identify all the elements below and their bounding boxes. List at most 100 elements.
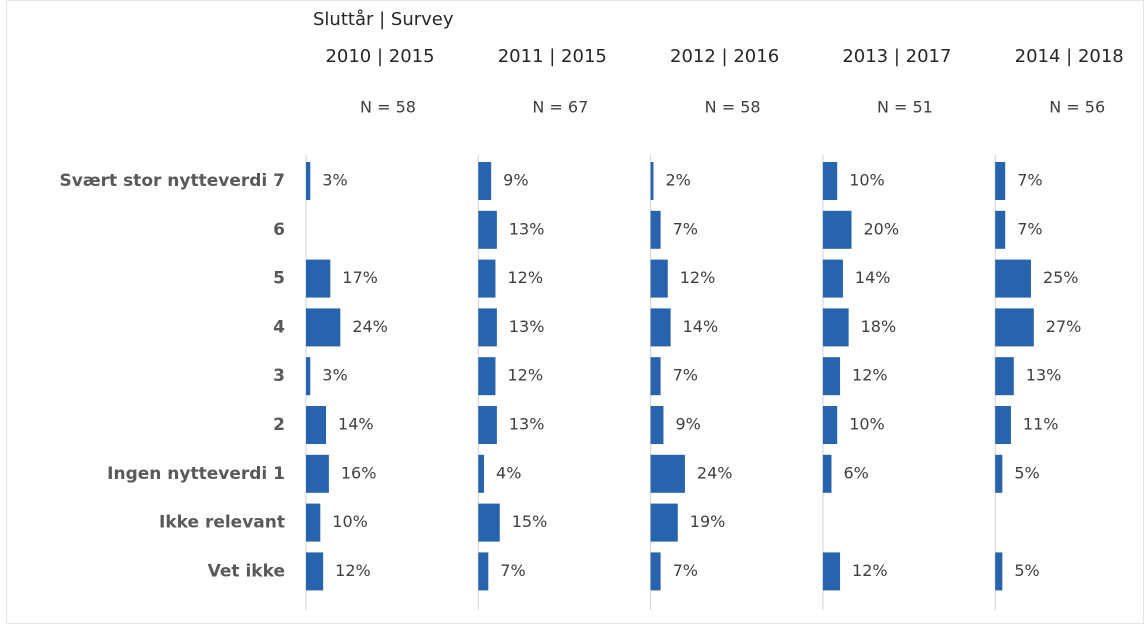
category-label: Vet ikke <box>208 561 285 581</box>
category-label: 5 <box>273 269 285 289</box>
value-label: 14% <box>855 268 891 287</box>
value-label: 10% <box>332 512 368 531</box>
value-label: 17% <box>342 268 378 287</box>
bar <box>650 162 654 200</box>
value-label: 25% <box>1043 268 1079 287</box>
value-label: 13% <box>1026 366 1062 385</box>
chart-title: Sluttår | Survey <box>313 9 454 30</box>
value-label: 7% <box>1017 171 1042 190</box>
value-label: 11% <box>1023 415 1059 434</box>
value-label: 12% <box>507 366 543 385</box>
panel-title: 2014 | 2018 <box>1015 46 1124 67</box>
bar <box>822 552 841 591</box>
value-label: 18% <box>861 317 897 336</box>
panel-n-label: N = 56 <box>1049 98 1105 117</box>
bar <box>650 357 661 396</box>
value-label: 7% <box>673 219 698 238</box>
value-label: 14% <box>683 317 719 336</box>
bar <box>822 357 841 396</box>
bar <box>650 552 661 591</box>
value-label: 12% <box>852 366 888 385</box>
value-label: 20% <box>864 219 900 238</box>
bar <box>306 162 311 200</box>
panel-n-label: N = 67 <box>532 98 588 117</box>
bar <box>650 503 678 542</box>
category-label: 2 <box>273 415 285 435</box>
panel-title: 2012 | 2016 <box>670 46 779 67</box>
value-label: 7% <box>1017 219 1042 238</box>
value-label: 9% <box>503 171 528 190</box>
bar <box>306 503 321 542</box>
category-label: 4 <box>273 317 285 337</box>
value-label: 2% <box>665 171 690 190</box>
value-label: 15% <box>512 512 548 531</box>
category-label: Ingen nytteverdi 1 <box>107 464 285 484</box>
value-label: 7% <box>673 561 698 580</box>
value-label: 3% <box>322 171 347 190</box>
panel-title: 2010 | 2015 <box>325 46 434 67</box>
bar <box>306 552 324 591</box>
value-label: 13% <box>509 317 545 336</box>
value-label: 3% <box>322 366 347 385</box>
category-label: 6 <box>273 220 285 240</box>
bar <box>822 210 852 249</box>
bar <box>995 454 1003 493</box>
bar <box>306 454 329 493</box>
value-label: 10% <box>849 415 885 434</box>
bar <box>995 308 1034 347</box>
value-label: 12% <box>507 268 543 287</box>
bar <box>478 259 496 298</box>
value-label: 13% <box>509 415 545 434</box>
bar <box>650 259 668 298</box>
panel-title: 2013 | 2017 <box>842 46 951 67</box>
value-label: 27% <box>1046 317 1082 336</box>
bar <box>650 454 685 493</box>
bar <box>478 308 497 347</box>
bar <box>822 308 849 347</box>
value-label: 14% <box>338 415 374 434</box>
value-label: 9% <box>675 415 700 434</box>
value-label: 19% <box>690 512 726 531</box>
bar <box>306 406 327 444</box>
bar <box>822 454 832 493</box>
bar <box>995 162 1006 200</box>
bar <box>995 552 1003 591</box>
bar <box>995 357 1014 396</box>
bar <box>478 406 497 444</box>
bar <box>822 162 838 200</box>
bar <box>478 552 489 591</box>
bar <box>306 357 311 396</box>
panel-n-label: N = 58 <box>705 98 761 117</box>
bar <box>650 308 671 347</box>
panel-n-label: N = 51 <box>877 98 933 117</box>
category-label: Svært stor nytteverdi 7 <box>60 171 286 191</box>
bar <box>650 406 664 444</box>
bar <box>822 259 843 298</box>
bar <box>478 454 485 493</box>
value-label: 7% <box>500 561 525 580</box>
panel-n-label: N = 58 <box>360 98 416 117</box>
bar <box>478 503 500 542</box>
value-label: 13% <box>509 219 545 238</box>
category-label: Ikke relevant <box>159 513 285 533</box>
category-label: 3 <box>273 366 285 386</box>
value-label: 7% <box>673 366 698 385</box>
value-label: 12% <box>852 561 888 580</box>
value-label: 5% <box>1014 463 1039 482</box>
bar <box>478 162 492 200</box>
bar <box>306 259 331 298</box>
value-label: 12% <box>680 268 716 287</box>
value-label: 10% <box>849 171 885 190</box>
value-label: 6% <box>843 463 868 482</box>
bar <box>995 259 1031 298</box>
bar <box>995 210 1006 249</box>
bar <box>478 210 497 249</box>
bar <box>822 406 838 444</box>
value-label: 24% <box>352 317 388 336</box>
bar <box>995 406 1011 444</box>
value-label: 5% <box>1014 561 1039 580</box>
panel-title: 2011 | 2015 <box>498 46 607 67</box>
bar <box>478 357 496 396</box>
value-label: 12% <box>335 561 371 580</box>
